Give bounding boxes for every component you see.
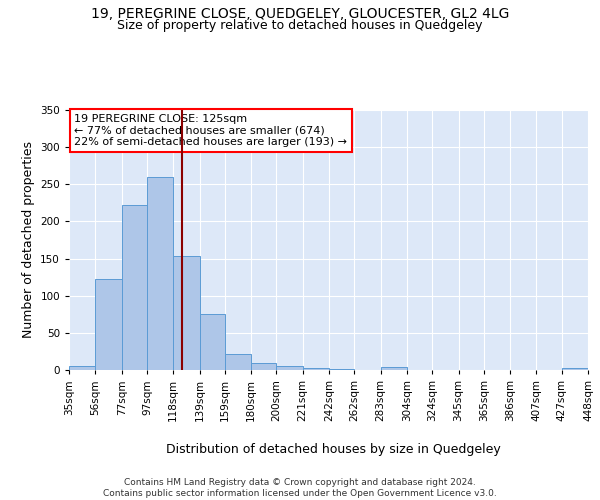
Text: Contains HM Land Registry data © Crown copyright and database right 2024.
Contai: Contains HM Land Registry data © Crown c…	[103, 478, 497, 498]
Bar	[329, 368, 354, 370]
Text: Size of property relative to detached houses in Quedgeley: Size of property relative to detached ho…	[117, 19, 483, 32]
Bar	[251, 364, 277, 370]
Text: 19, PEREGRINE CLOSE, QUEDGELEY, GLOUCESTER, GL2 4LG: 19, PEREGRINE CLOSE, QUEDGELEY, GLOUCEST…	[91, 8, 509, 22]
Bar	[69, 366, 95, 370]
Bar	[380, 367, 407, 370]
Bar	[122, 205, 147, 370]
Text: 19 PEREGRINE CLOSE: 125sqm
← 77% of detached houses are smaller (674)
22% of sem: 19 PEREGRINE CLOSE: 125sqm ← 77% of deta…	[74, 114, 347, 147]
Bar	[173, 256, 200, 370]
Bar	[147, 177, 173, 370]
Bar	[303, 368, 329, 370]
Bar	[562, 368, 588, 370]
Bar	[277, 366, 303, 370]
Bar	[225, 354, 251, 370]
Y-axis label: Number of detached properties: Number of detached properties	[22, 142, 35, 338]
Text: Distribution of detached houses by size in Quedgeley: Distribution of detached houses by size …	[166, 442, 500, 456]
Bar	[200, 314, 225, 370]
Bar	[95, 280, 122, 370]
